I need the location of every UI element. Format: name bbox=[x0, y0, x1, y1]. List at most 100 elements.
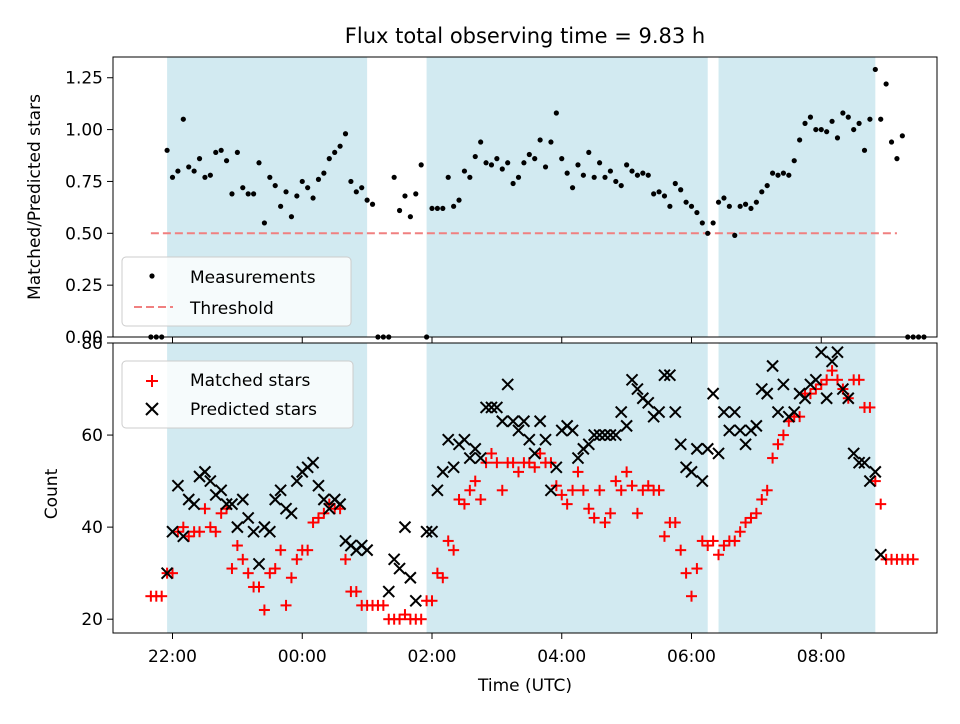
predicted-point-b bbox=[398, 520, 412, 534]
matched-point bbox=[875, 498, 887, 510]
predicted-point-b bbox=[825, 355, 839, 368]
predicted-point-b bbox=[587, 428, 601, 442]
predicted-point bbox=[225, 497, 239, 511]
legend-label-predicted: Predicted stars bbox=[190, 400, 317, 420]
predicted-point-b bbox=[582, 438, 595, 451]
predicted-point bbox=[317, 493, 331, 506]
predicted-point-b bbox=[777, 378, 790, 391]
predicted-point-b bbox=[236, 493, 249, 506]
matched-point bbox=[291, 553, 303, 565]
predicted-point bbox=[285, 507, 298, 520]
matched-point bbox=[561, 498, 573, 510]
predicted-point bbox=[847, 447, 860, 460]
predicted-point bbox=[517, 415, 531, 428]
predicted-point bbox=[404, 571, 417, 584]
predicted-point-b bbox=[831, 345, 844, 359]
predicted-point bbox=[766, 359, 779, 373]
matched-point bbox=[767, 452, 779, 464]
predicted-point-b bbox=[317, 493, 331, 506]
predicted-point-b bbox=[431, 484, 444, 497]
measurement-point bbox=[569, 185, 576, 191]
predicted-point bbox=[533, 415, 547, 428]
bottom-legend: Matched stars Predicted stars bbox=[121, 360, 354, 429]
predicted-point-b bbox=[550, 461, 563, 474]
matched-point bbox=[713, 549, 725, 561]
predicted-point-b bbox=[274, 484, 287, 497]
predicted-point bbox=[236, 493, 249, 506]
predicted-point bbox=[269, 493, 282, 506]
predicted-point-b bbox=[615, 405, 628, 419]
predicted-point-b bbox=[220, 497, 233, 511]
predicted-point-b bbox=[409, 594, 422, 607]
predicted-point-b bbox=[604, 428, 617, 442]
predicted-point-b bbox=[533, 415, 547, 428]
matched-point bbox=[599, 517, 611, 529]
measurement-point bbox=[429, 205, 435, 212]
predicted-point bbox=[485, 401, 498, 414]
bottom-y-ticks: 20 40 60 80 bbox=[81, 334, 113, 630]
predicted-point-b bbox=[187, 497, 201, 511]
top-y-ticks: 0.00 0.25 0.50 0.75 1.00 1.25 bbox=[65, 69, 113, 348]
predicted-point-b bbox=[798, 392, 812, 405]
measurement-point bbox=[667, 203, 673, 209]
predicted-point-b bbox=[760, 387, 774, 400]
predicted-point-b bbox=[323, 502, 336, 515]
measurement-point bbox=[315, 176, 322, 182]
predicted-point bbox=[598, 428, 612, 442]
matched-point bbox=[610, 475, 622, 487]
predicted-point bbox=[771, 405, 785, 419]
bottom-axes-frame bbox=[112, 342, 938, 634]
measurement-point bbox=[229, 191, 235, 197]
predicted-point bbox=[387, 553, 401, 566]
predicted-point-b bbox=[490, 401, 504, 414]
measurement-point bbox=[634, 172, 641, 178]
measurement-point bbox=[461, 168, 468, 174]
predicted-point-b bbox=[712, 447, 725, 460]
matched-point bbox=[853, 374, 865, 386]
measurement-point bbox=[894, 156, 900, 162]
predicted-point-b bbox=[852, 456, 866, 469]
matched-star-points bbox=[145, 365, 919, 625]
matched-point bbox=[269, 563, 281, 575]
measurement-point bbox=[456, 197, 462, 203]
matched-point bbox=[194, 526, 206, 538]
predicted-point-b bbox=[269, 493, 282, 506]
predicted-point-b bbox=[788, 405, 801, 419]
predicted-point bbox=[252, 557, 266, 571]
predicted-point bbox=[717, 405, 731, 419]
predicted-point bbox=[825, 355, 839, 368]
matched-point bbox=[496, 484, 508, 496]
predicted-point bbox=[733, 424, 747, 437]
predicted-point-b bbox=[312, 479, 325, 492]
predicted-point-b bbox=[696, 474, 709, 488]
measurement-point bbox=[742, 201, 749, 207]
matched-point bbox=[529, 461, 541, 473]
predicted-point-b bbox=[474, 451, 487, 465]
predicted-point-b bbox=[517, 415, 531, 428]
matched-point bbox=[350, 586, 362, 598]
predicted-point bbox=[739, 438, 752, 451]
predicted-point bbox=[712, 447, 725, 460]
measurement-point bbox=[575, 162, 581, 168]
matched-point bbox=[513, 466, 524, 478]
predicted-point-b bbox=[598, 428, 612, 442]
measurement-point bbox=[542, 164, 549, 170]
bottom-x-ticks: 22:00 00:00 02:00 04:00 06:00 08:00 bbox=[148, 633, 846, 667]
predicted-point-b bbox=[566, 424, 579, 437]
measurement-point bbox=[245, 191, 251, 197]
predicted-point bbox=[615, 405, 628, 419]
measurement-point bbox=[499, 166, 505, 172]
predicted-point-b bbox=[674, 438, 687, 451]
matched-point bbox=[567, 484, 579, 496]
measurement-point bbox=[364, 197, 370, 203]
measurement-point bbox=[775, 172, 781, 178]
matched-point bbox=[756, 494, 768, 506]
predicted-point bbox=[836, 382, 850, 396]
predicted-point bbox=[166, 525, 179, 538]
predicted-point-b bbox=[231, 520, 244, 534]
measurement-point bbox=[699, 220, 705, 226]
predicted-point bbox=[815, 345, 828, 359]
predicted-point-b bbox=[420, 525, 433, 538]
